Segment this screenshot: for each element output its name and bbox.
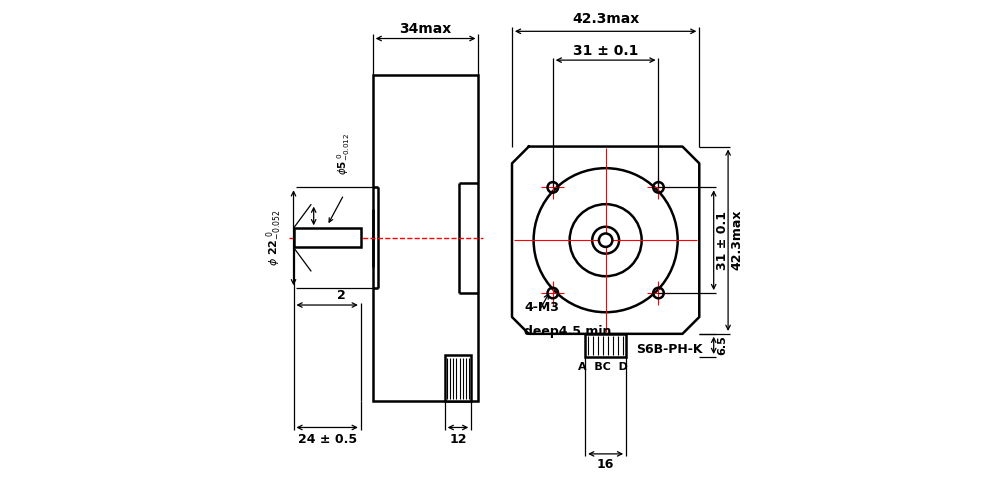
Text: 42.3max: 42.3max [730,210,743,270]
Text: 12: 12 [449,433,467,446]
Bar [585,334,626,357]
Text: 4-M3: 4-M3 [524,301,559,314]
Text: A  BC  D: A BC D [578,362,628,372]
Text: 31 ± 0.1: 31 ± 0.1 [716,211,729,270]
Text: 34max: 34max [399,22,452,36]
Text: 16: 16 [597,458,614,471]
Text: 31 ± 0.1: 31 ± 0.1 [573,44,638,57]
Bar [445,355,471,401]
Circle shape [599,233,612,247]
Text: $\phi$5$^{\ 0}_{-0.012}$: $\phi$5$^{\ 0}_{-0.012}$ [336,133,352,175]
Text: S6B-PH-K: S6B-PH-K [636,343,702,356]
Text: $\phi$ 22$^{\ 0}_{-0.052}$: $\phi$ 22$^{\ 0}_{-0.052}$ [264,209,284,266]
Text: deep4.5 min: deep4.5 min [524,325,611,338]
Text: 42.3max: 42.3max [572,12,639,26]
Text: 6.5: 6.5 [717,336,727,355]
Bar [294,228,361,247]
Bar [373,74,478,401]
Text: 2: 2 [337,289,346,302]
Text: 24 ± 0.5: 24 ± 0.5 [298,433,357,446]
